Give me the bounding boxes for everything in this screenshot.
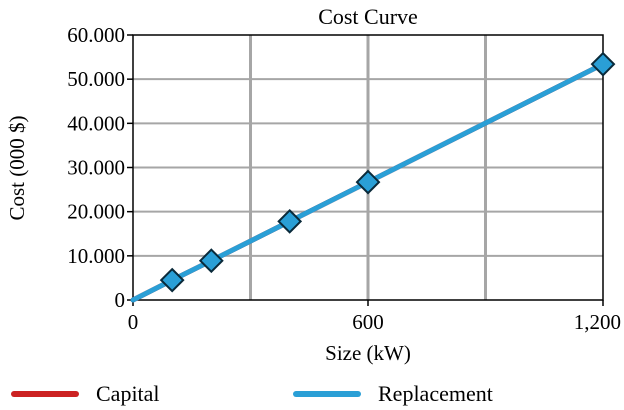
legend-label-replacement: Replacement [378,381,493,406]
y-tick-label: 60.000 [67,23,125,47]
chart-title: Cost Curve [318,4,418,29]
y-tick-label: 20.000 [67,200,125,224]
x-tick-label: 0 [128,310,139,334]
legend: Capital Replacement [11,381,493,406]
x-tick-label: 1,200 [574,310,621,334]
data-point-marker [355,169,381,195]
y-tick-label: 10.000 [67,244,125,268]
x-tick-label: 600 [352,310,384,334]
y-axis-label: Cost (000 $) [5,115,29,220]
y-tick-label: 40.000 [67,111,125,135]
data-point-marker [277,208,303,234]
y-tick-label: 50.000 [67,67,125,91]
y-tick-label: 30.000 [67,156,125,180]
axis-layer: 0 10.000 20.000 30.000 40.000 50.000 60.000 0 60… [67,23,621,334]
y-tick-label: 0 [115,288,126,312]
legend-label-capital: Capital [96,381,160,406]
marker-layer [159,51,616,293]
data-point-marker [159,267,185,293]
data-point-marker [198,248,224,274]
data-point-marker [590,51,616,77]
x-axis-label: Size (kW) [325,341,411,365]
